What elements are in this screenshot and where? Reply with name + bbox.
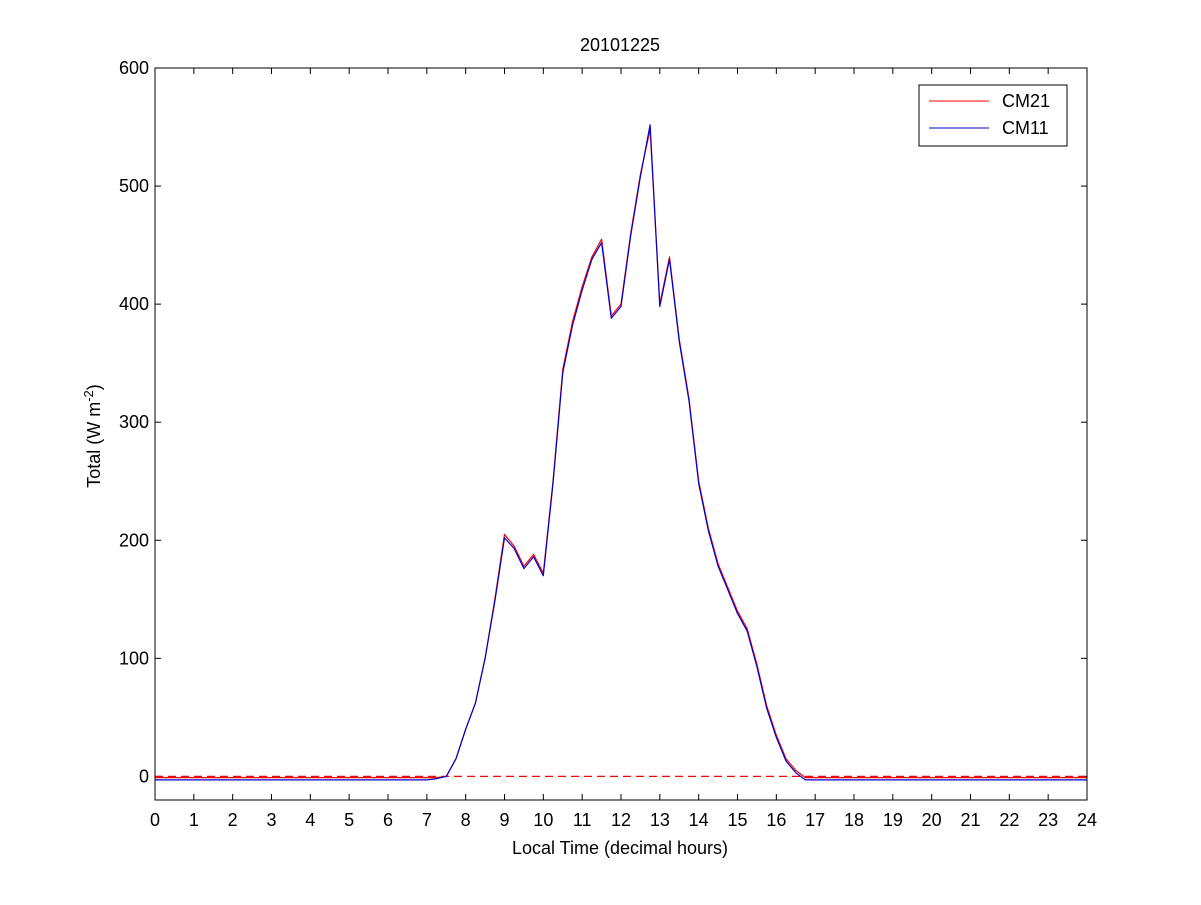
x-tick-label: 22 xyxy=(999,810,1019,830)
y-tick-label: 600 xyxy=(119,58,149,78)
y-tick-label: 200 xyxy=(119,530,149,550)
y-axis-label-exponent: -2 xyxy=(81,390,96,402)
x-tick-label: 21 xyxy=(960,810,980,830)
x-tick-label: 10 xyxy=(533,810,553,830)
x-tick-label: 4 xyxy=(305,810,315,830)
legend-box xyxy=(918,84,1068,147)
x-tick-label: 6 xyxy=(383,810,393,830)
x-tick-label: 15 xyxy=(727,810,747,830)
x-tick-label: 5 xyxy=(344,810,354,830)
y-axis-label-close: ) xyxy=(84,384,104,390)
series-line-cm21 xyxy=(155,128,1087,779)
y-tick-label: 100 xyxy=(119,648,149,668)
legend: CM21 CM11 xyxy=(918,84,1068,147)
series-line-cm11 xyxy=(155,124,1087,781)
x-tick-label: 8 xyxy=(461,810,471,830)
y-axis-ticks: 0 100 200 300 400 500 600 xyxy=(119,58,1087,786)
x-tick-label: 7 xyxy=(422,810,432,830)
x-axis-label: Local Time (decimal hours) xyxy=(512,838,728,858)
axes-frame xyxy=(154,67,1088,801)
legend-label-cm21: CM21 xyxy=(1002,91,1050,111)
x-tick-label: 18 xyxy=(844,810,864,830)
x-tick-label: 1 xyxy=(189,810,199,830)
x-tick-label: 3 xyxy=(266,810,276,830)
y-tick-label: 0 xyxy=(139,766,149,786)
chart-title: 20101225 xyxy=(580,35,660,55)
x-tick-label: 11 xyxy=(573,810,592,830)
x-tick-label: 13 xyxy=(650,810,670,830)
x-tick-label: 2 xyxy=(228,810,238,830)
legend-label-cm11: CM11 xyxy=(1002,118,1049,138)
x-tick-label: 23 xyxy=(1038,810,1058,830)
x-tick-label: 12 xyxy=(611,810,631,830)
y-axis-label: Total (W m-2) xyxy=(81,384,104,488)
x-tick-label: 17 xyxy=(805,810,825,830)
x-axis-ticks: 0 1 2 3 4 5 6 7 8 9 10 11 12 13 14 15 16 17 18 19 20 21 22 23 24 xyxy=(150,68,1097,830)
y-tick-label: 500 xyxy=(119,176,149,196)
series-lines xyxy=(155,124,1087,781)
x-tick-label: 19 xyxy=(883,810,903,830)
x-tick-label: 14 xyxy=(689,810,709,830)
x-tick-label: 0 xyxy=(150,810,160,830)
y-tick-label: 300 xyxy=(119,412,149,432)
x-tick-label: 16 xyxy=(766,810,786,830)
y-axis-label-main: Total (W m xyxy=(84,402,104,488)
x-tick-label: 20 xyxy=(922,810,942,830)
x-tick-label: 9 xyxy=(499,810,509,830)
y-tick-label: 400 xyxy=(119,294,149,314)
x-tick-label: 24 xyxy=(1077,810,1097,830)
